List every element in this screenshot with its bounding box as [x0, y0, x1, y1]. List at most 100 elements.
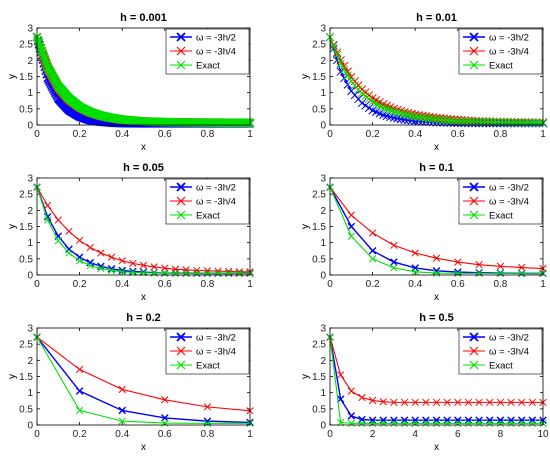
- data-point: [411, 416, 419, 424]
- legend-marker: [176, 182, 186, 192]
- legend: ω = -3h/2 ω = -3h/4 Exact: [165, 328, 250, 375]
- data-point: [414, 112, 423, 122]
- legend-entry: ω = -3h/2: [489, 33, 529, 44]
- data-point: [347, 232, 355, 240]
- data-point: [464, 416, 473, 424]
- legend-marker: [176, 60, 186, 70]
- data-point: [343, 71, 352, 80]
- y-tick-label: 2.5: [19, 40, 33, 51]
- data-point: [464, 117, 473, 126]
- data-point: [442, 116, 452, 125]
- y-tick-label: 0: [320, 421, 326, 432]
- data-point: [118, 266, 126, 275]
- legend-entry: ω = -3h/4: [196, 47, 236, 58]
- y-tick-label: 0.5: [312, 404, 326, 415]
- y-tick-label: 2: [27, 356, 33, 367]
- data-point: [496, 262, 505, 270]
- x-tick-label: 0.4: [408, 279, 422, 290]
- data-point: [129, 259, 137, 268]
- series-group: [33, 183, 254, 278]
- data-point: [443, 416, 451, 424]
- legend-entry: Exact: [489, 211, 513, 222]
- data-point: [54, 237, 62, 245]
- data-point: [411, 398, 419, 407]
- data-point: [400, 110, 409, 119]
- x-tick-label: 0.6: [451, 279, 465, 290]
- x-tick-label: 0: [34, 129, 40, 140]
- data-point: [118, 268, 126, 276]
- data-point: [464, 398, 473, 407]
- data-point: [518, 419, 526, 428]
- data-point: [214, 269, 222, 278]
- data-point: [418, 113, 427, 122]
- x-tick-label: 0: [327, 129, 333, 140]
- y-tick-label: 1: [320, 88, 326, 99]
- data-point: [422, 416, 430, 424]
- data-point: [357, 89, 367, 98]
- axes-frame: [36, 327, 251, 426]
- data-point: [65, 227, 73, 236]
- legend: ω = -3h/2 ω = -3h/4 Exact: [165, 28, 250, 75]
- data-point: [193, 266, 201, 275]
- legend-marker: [469, 332, 479, 342]
- data-point: [390, 398, 398, 407]
- data-point: [107, 253, 116, 261]
- data-point: [368, 255, 377, 263]
- x-tick-label: 0.4: [408, 129, 422, 140]
- legend-entry: Exact: [196, 61, 220, 72]
- x-axis-label: x: [141, 142, 146, 153]
- x-tick-label: 0: [327, 429, 333, 440]
- data-point: [332, 50, 342, 59]
- y-tick-label: 1.5: [312, 222, 326, 233]
- y-tick-label: 1: [27, 238, 33, 249]
- data-point: [485, 416, 494, 424]
- data-point: [203, 419, 212, 428]
- legend-entry: ω = -3h/2: [196, 33, 236, 44]
- data-point: [432, 398, 441, 407]
- data-point: [340, 61, 349, 71]
- data-point: [361, 101, 370, 110]
- y-tick-label: 1: [27, 88, 33, 99]
- chart-title: h = 0.01: [416, 12, 457, 24]
- legend-marker: [176, 32, 186, 42]
- data-point: [235, 269, 244, 278]
- data-point: [118, 417, 126, 425]
- x-tick-label: 0.2: [366, 279, 380, 290]
- data-point: [75, 236, 84, 245]
- data-point: [75, 406, 84, 415]
- y-tick-label: 2: [27, 206, 33, 217]
- y-tick-label: 2: [27, 56, 33, 67]
- legend-entry: Exact: [489, 61, 513, 72]
- x-axis-label: x: [434, 292, 439, 303]
- data-point: [528, 416, 537, 424]
- data-point: [37, 46, 47, 55]
- x-tick-label: 0: [327, 279, 333, 290]
- data-point: [400, 398, 409, 407]
- data-point: [475, 269, 483, 278]
- legend-entry: ω = -3h/4: [196, 197, 236, 208]
- data-point: [507, 416, 515, 424]
- data-point: [182, 266, 190, 274]
- legend-marker: [176, 46, 186, 56]
- data-point: [358, 393, 366, 402]
- data-point: [43, 201, 52, 210]
- data-point: [358, 419, 366, 428]
- data-point: [435, 115, 445, 124]
- legend-marker: [176, 332, 186, 342]
- y-axis-label: y: [300, 374, 311, 379]
- data-point: [450, 116, 459, 126]
- y-axis-label: y: [7, 74, 18, 79]
- data-point: [443, 398, 451, 407]
- axes-frame: [329, 27, 544, 126]
- x-tick-label: 1: [247, 129, 253, 140]
- data-point: [393, 114, 402, 123]
- x-tick-label: 0.4: [115, 429, 129, 440]
- axes-frame: [36, 177, 251, 276]
- data-point: [496, 269, 505, 278]
- x-axis-label: x: [434, 442, 439, 453]
- data-point: [38, 48, 48, 58]
- data-point: [118, 257, 126, 265]
- data-point: [485, 117, 494, 127]
- y-tick-label: 0: [320, 121, 326, 132]
